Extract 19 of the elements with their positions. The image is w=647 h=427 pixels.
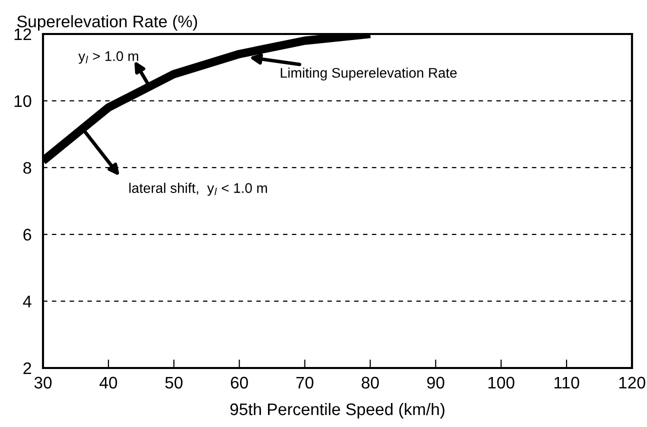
x-tick-label: 30: [34, 376, 52, 389]
x-tick-label: 100: [488, 376, 514, 389]
y-tick-label: 10: [14, 95, 32, 108]
x-tick-label: 110: [554, 376, 580, 389]
x-tick-label: 70: [296, 376, 314, 389]
annotation: Limiting Superelevation Rate: [280, 68, 457, 81]
annotation: y$_{l}$ > 1.0 m: [78, 51, 138, 64]
x-tick-label: 40: [100, 376, 118, 389]
annotation: lateral shift, y$_{l}$ < 1.0 m: [129, 182, 267, 196]
y-tick-label: 4: [23, 296, 32, 308]
x-axis-title: 95th Percentile Speed (km/h): [230, 402, 444, 419]
x-tick-label: 80: [362, 376, 379, 389]
x-tick-label: 90: [427, 376, 444, 389]
y-tick-label: 8: [23, 162, 32, 174]
x-tick-label: 120: [619, 376, 646, 389]
y-tick-label: 6: [23, 228, 32, 241]
x-tick-label: 50: [165, 376, 183, 389]
x-tick-label: 60: [230, 376, 248, 389]
y-tick-label: 2: [23, 362, 32, 374]
